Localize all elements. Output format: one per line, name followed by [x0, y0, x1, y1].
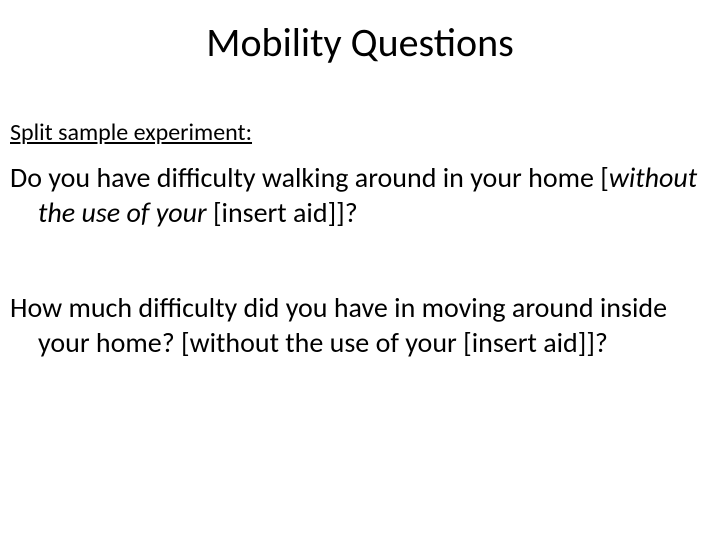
q1-tail: [insert aid]]? [213, 195, 358, 230]
q1-lead: Do you have difficulty walking around in… [10, 160, 609, 195]
question-1: Do you have difficulty walking around in… [10, 160, 710, 230]
subtitle-split-sample: Split sample experiment: [10, 118, 252, 147]
question-2-text: How much difficulty did you have in movi… [10, 290, 710, 360]
question-1-text: Do you have difficulty walking around in… [10, 160, 710, 230]
slide: Mobility Questions Split sample experime… [0, 0, 720, 540]
slide-title: Mobility Questions [0, 18, 720, 67]
question-2: How much difficulty did you have in movi… [10, 290, 710, 360]
